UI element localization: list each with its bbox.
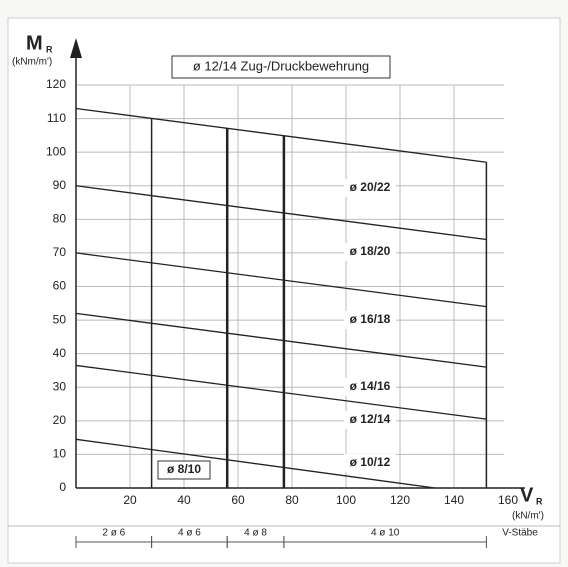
y-tick-label: 60 xyxy=(53,279,67,293)
zone-label-bg xyxy=(235,527,276,539)
region-label-box xyxy=(344,378,396,396)
region-label-box xyxy=(344,179,396,197)
x-tick-label: 140 xyxy=(444,493,464,507)
line xyxy=(75,185,487,241)
x-axis-label-sub: R xyxy=(536,496,543,506)
region-label-box xyxy=(344,243,396,261)
line xyxy=(75,438,436,489)
line xyxy=(75,364,487,420)
y-axis-unit: (kNm/m') xyxy=(12,57,52,68)
y-tick-label: 120 xyxy=(46,77,66,91)
x-axis-label: V xyxy=(520,484,534,506)
region-label-box xyxy=(344,454,396,472)
region-label: ø 12/14 xyxy=(350,412,391,426)
x-tick-label: 60 xyxy=(231,493,245,507)
line xyxy=(75,312,487,368)
y-tick-label: 30 xyxy=(53,379,67,393)
title-box xyxy=(171,55,391,79)
y-tick-label: 70 xyxy=(53,245,67,259)
zone-label: 4 ø 8 xyxy=(244,528,267,539)
zone-label-bg xyxy=(365,527,406,539)
y-axis-label: M xyxy=(26,32,43,54)
y-tick-label: 100 xyxy=(46,144,66,158)
y-tick-label: 80 xyxy=(53,212,67,226)
region-label: ø 16/18 xyxy=(350,312,391,326)
y-tick-label: 50 xyxy=(53,312,67,326)
y-tick-label: 20 xyxy=(53,413,67,427)
region-label: ø 18/20 xyxy=(350,244,391,258)
region-label-box xyxy=(344,411,396,429)
line xyxy=(75,252,487,308)
x-tick-label: 120 xyxy=(390,493,410,507)
region-label: ø 20/22 xyxy=(350,180,391,194)
region-label-box xyxy=(344,311,396,329)
zone-label-bg xyxy=(93,527,134,539)
x-axis-unit: (kN/m') xyxy=(512,511,544,522)
zone-end-label: V-Stäbe xyxy=(502,528,538,539)
y-tick-label: 40 xyxy=(53,346,67,360)
y-tick-label: 10 xyxy=(53,447,67,461)
zone-label: 4 ø 6 xyxy=(178,528,201,539)
x-tick-label: 100 xyxy=(336,493,356,507)
y-tick-label: 90 xyxy=(53,178,67,192)
y-tick-label: 0 xyxy=(59,480,66,494)
zone-label-bg xyxy=(169,527,210,539)
region-label: ø 8/10 xyxy=(167,462,201,476)
y-axis-label-sub: R xyxy=(46,44,53,54)
x-tick-label: 20 xyxy=(123,493,137,507)
x-tick-label: 160 xyxy=(498,493,518,507)
region-label-box xyxy=(157,460,211,480)
chart-title: ø 12/14 Zug-/Druckbewehrung xyxy=(193,58,369,73)
x-tick-label: 80 xyxy=(285,493,299,507)
zone-label: 4 ø 10 xyxy=(371,528,400,539)
line xyxy=(75,107,487,163)
region-label: ø 10/12 xyxy=(350,455,391,469)
zone-label: 2 ø 6 xyxy=(102,528,125,539)
y-axis-arrow xyxy=(70,38,82,58)
y-tick-label: 110 xyxy=(47,111,66,125)
region-label: ø 14/16 xyxy=(350,379,391,393)
x-tick-label: 40 xyxy=(177,493,191,507)
